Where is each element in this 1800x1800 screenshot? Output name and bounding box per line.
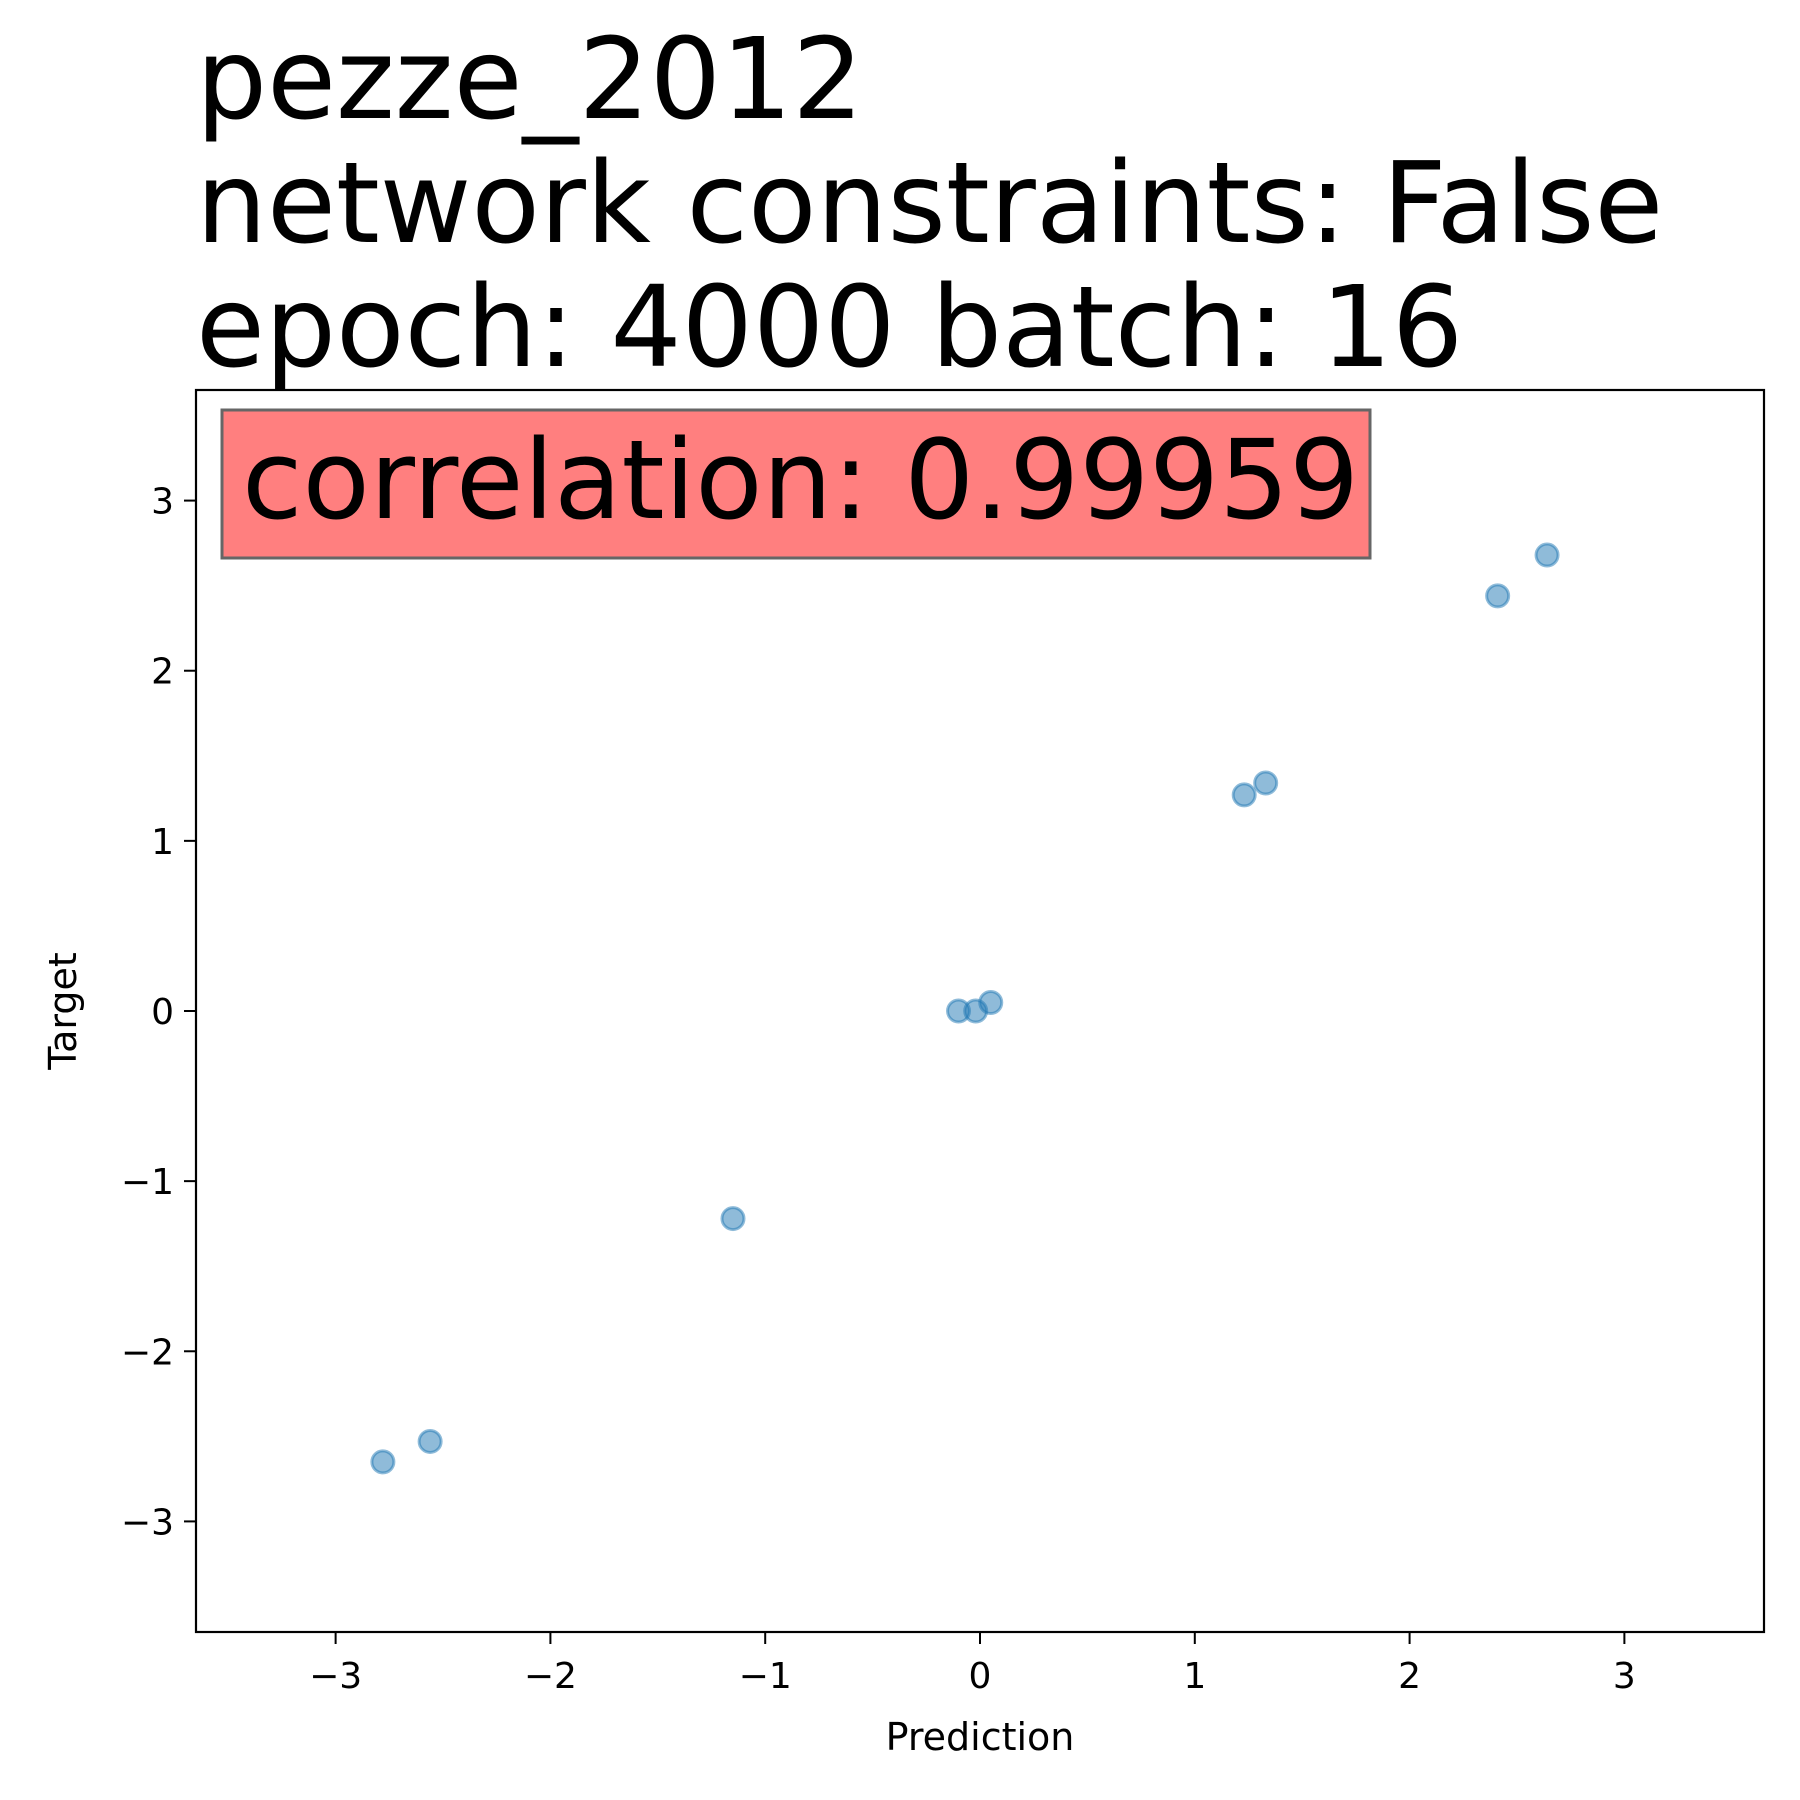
y-axis-label: Target [41,952,85,1071]
scatter-point [1485,583,1511,609]
y-tick-label: −3 [121,1502,174,1543]
y-tick-label: −1 [121,1162,174,1203]
x-axis: −3 −2 −1 0 1 2 3 [309,1632,1636,1697]
x-tick-label: −3 [309,1656,362,1697]
scatter-point [978,989,1004,1015]
y-tick-label: 1 [151,822,174,863]
scatter-point [1534,542,1560,568]
title-line-3: epoch: 4000 batch: 16 [196,263,1464,393]
scatter-point [417,1428,443,1454]
y-tick-label: −2 [121,1332,174,1373]
x-tick-label: −2 [524,1656,577,1697]
annotation-text: correlation: 0.99959 [242,416,1359,544]
x-axis-label: Prediction [886,1715,1075,1759]
scatter-point [370,1449,396,1475]
scatter-point [720,1206,746,1232]
title-line-2: network constraints: False [196,139,1664,269]
scatter-point [1253,770,1279,796]
x-tick-label: 0 [969,1656,992,1697]
points-layer [370,542,1560,1475]
x-tick-label: 2 [1398,1656,1421,1697]
y-tick-label: 3 [151,482,174,523]
x-tick-label: 3 [1613,1656,1636,1697]
chart-title: pezze_2012 network constraints: False ep… [196,18,1776,390]
annotation-box [220,408,1372,560]
y-axis: −3 −2 −1 0 1 2 3 [121,482,196,1543]
title-line-1: pezze_2012 [196,15,864,145]
x-tick-label: −1 [739,1656,792,1697]
correlation-annotation: correlation: 0.99959 [220,408,1372,560]
y-tick-label: 2 [151,652,174,693]
x-tick-label: 1 [1183,1656,1206,1697]
scatter-point [1231,782,1257,808]
y-tick-label: 0 [151,992,174,1033]
